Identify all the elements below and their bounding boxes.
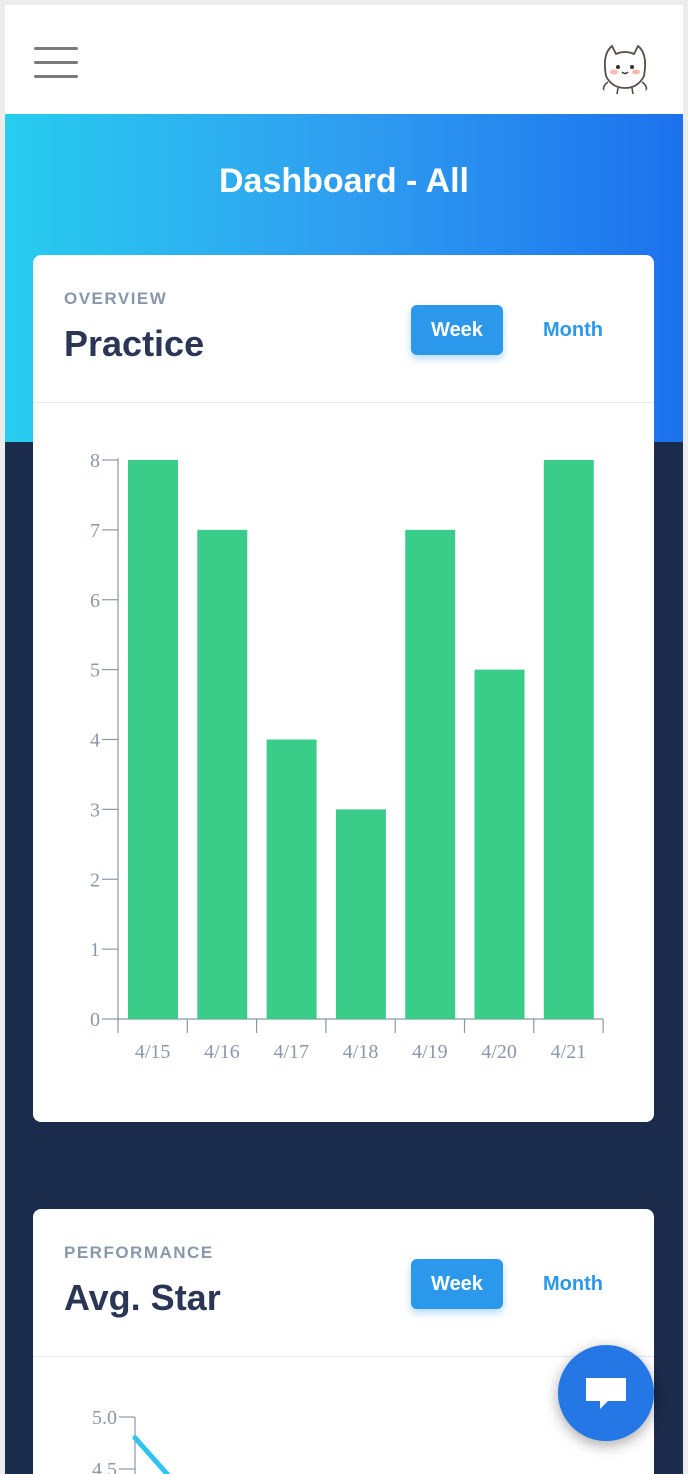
y-tick-label: 0 [90, 1009, 100, 1031]
x-tick-label: 4/20 [481, 1041, 517, 1063]
practice-card-title: Practice [64, 323, 205, 364]
app-frame: Dashboard - All OVERVIEW Practice Week M… [5, 5, 683, 1474]
bar-4/21 [543, 460, 594, 1019]
practice-week-button[interactable]: Week [411, 305, 503, 355]
x-tick-label: 4/15 [135, 1041, 171, 1063]
cat-avatar-icon [602, 44, 648, 95]
avg-star-month-button[interactable]: Month [543, 1273, 603, 1295]
y-tick-label: 4.5 [92, 1459, 117, 1474]
bar-4/18 [335, 809, 386, 1019]
avg-star-card: PERFORMANCE Avg. Star Week Month 5.0 4.5 [33, 1209, 654, 1474]
y-tick-label: 8 [90, 450, 100, 472]
avatar[interactable] [592, 32, 658, 98]
y-tick-label: 5 [90, 660, 100, 682]
avg-star-week-button[interactable]: Week [411, 1259, 503, 1309]
avg-star-card-eyebrow: PERFORMANCE [64, 1243, 214, 1262]
y-tick-label: 6 [90, 590, 100, 612]
avg-star-line-chart: 5.0 4.5 [92, 1407, 171, 1474]
y-tick-label: 1 [90, 939, 100, 961]
x-tick-label: 4/17 [273, 1041, 309, 1063]
x-tick-label: 4/21 [551, 1041, 587, 1063]
practice-card: OVERVIEW Practice Week Month 0 1 2 3 4 5 6 7 8 4/… [33, 255, 654, 1122]
x-tick-label: 4/18 [343, 1041, 379, 1063]
y-tick-label: 2 [90, 869, 100, 891]
chat-button[interactable] [558, 1345, 654, 1441]
practice-card-eyebrow: OVERVIEW [64, 289, 168, 308]
practice-bar-chart: 0 1 2 3 4 5 6 7 8 4/15 4/16 4/17 4/18 4/19 4/20 4/21 [90, 450, 604, 1063]
x-tick-label: 4/19 [412, 1041, 448, 1063]
y-tick-label: 3 [90, 799, 100, 821]
practice-month-button[interactable]: Month [543, 319, 603, 341]
bar-4/16 [197, 529, 248, 1019]
x-tick-label: 4/16 [204, 1041, 240, 1063]
top-bar [5, 5, 683, 115]
avg-star-card-title: Avg. Star [64, 1277, 221, 1318]
y-tick-label: 4 [90, 730, 100, 752]
hamburger-menu-icon[interactable] [34, 41, 78, 79]
y-tick-label: 5.0 [92, 1407, 117, 1429]
page-title: Dashboard - All [219, 162, 469, 200]
practice-card-header: OVERVIEW Practice Week Month [33, 255, 654, 403]
bar-4/17 [266, 739, 317, 1019]
bar-4/19 [405, 529, 456, 1019]
y-tick-label: 7 [90, 520, 100, 542]
bar-4/15 [128, 460, 178, 1019]
avg-star-card-header: PERFORMANCE Avg. Star Week Month [33, 1209, 654, 1357]
series-line [132, 1435, 171, 1474]
bar-4/20 [474, 669, 525, 1019]
chat-bubble-icon [586, 1378, 626, 1409]
